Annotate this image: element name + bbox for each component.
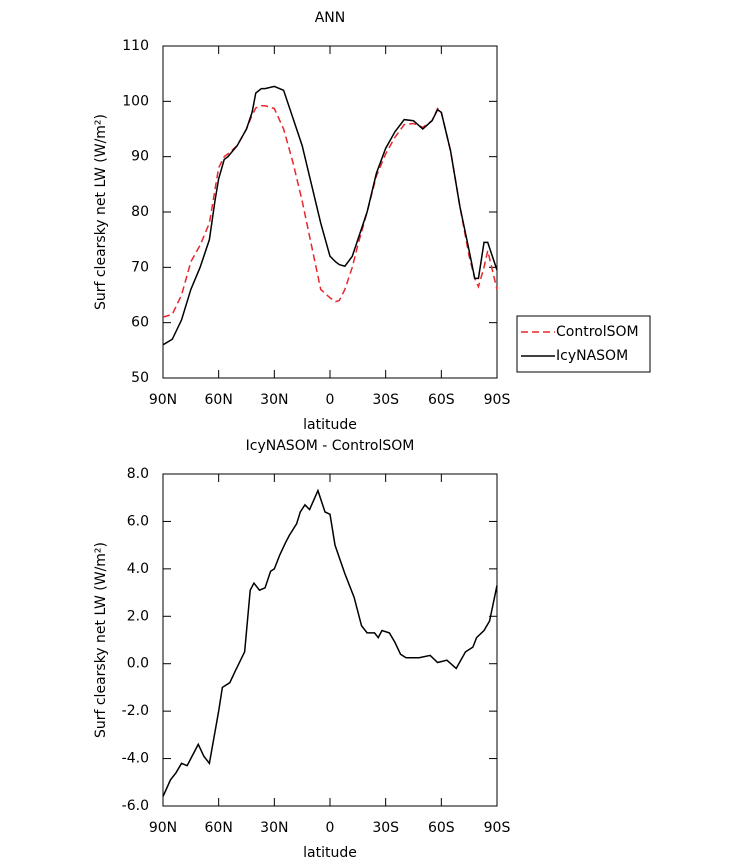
x-tick-label: 60S	[428, 392, 455, 408]
y-tick-label: 0.0	[127, 656, 149, 672]
x-tick-label: 60N	[205, 820, 233, 836]
series-line	[162, 488, 498, 797]
legend-label: IcyNASOM	[556, 348, 628, 364]
x-axis-label: latitude	[303, 417, 357, 433]
x-tick-label: 0	[326, 820, 335, 836]
chart-title: ANN	[315, 10, 346, 26]
x-tick-label: 90S	[484, 820, 511, 836]
x-tick-label: 60S	[428, 820, 455, 836]
x-tick-label: 30S	[372, 392, 399, 408]
x-tick-label: 0	[326, 392, 335, 408]
y-tick-label: 110	[122, 38, 149, 54]
y-tick-label: 8.0	[127, 466, 149, 482]
legend-label: ControlSOM	[556, 324, 639, 340]
chart-title: IcyNASOM - ControlSOM	[246, 438, 415, 454]
y-tick-label: 70	[131, 259, 149, 275]
y-tick-label: 4.0	[127, 561, 149, 577]
y-tick-label: -6.0	[122, 798, 149, 814]
x-tick-label: 60N	[205, 392, 233, 408]
x-tick-label: 90S	[484, 392, 511, 408]
y-axis-label: Surf clearsky net LW (W/m²)	[93, 542, 109, 738]
plot-frame	[162, 45, 498, 379]
y-tick-label: 60	[131, 315, 149, 331]
y-tick-label: 6.0	[127, 513, 149, 529]
y-tick-label: 80	[131, 204, 149, 220]
y-tick-label: -4.0	[122, 751, 149, 767]
x-tick-label: 30S	[372, 820, 399, 836]
series-line	[162, 85, 498, 346]
x-axis-label: latitude	[303, 845, 357, 861]
plot-frame	[162, 473, 498, 807]
x-tick-label: 90N	[149, 392, 177, 408]
series-line	[162, 105, 498, 318]
y-tick-label: 100	[122, 93, 149, 109]
y-axis-label: Surf clearsky net LW (W/m²)	[93, 114, 109, 310]
x-tick-label: 30N	[260, 820, 288, 836]
y-tick-label: -2.0	[122, 703, 149, 719]
x-tick-label: 30N	[260, 392, 288, 408]
y-tick-label: 2.0	[127, 608, 149, 624]
x-tick-label: 90N	[149, 820, 177, 836]
legend-box	[516, 315, 651, 373]
y-tick-label: 90	[131, 149, 149, 165]
y-tick-label: 50	[131, 370, 149, 386]
